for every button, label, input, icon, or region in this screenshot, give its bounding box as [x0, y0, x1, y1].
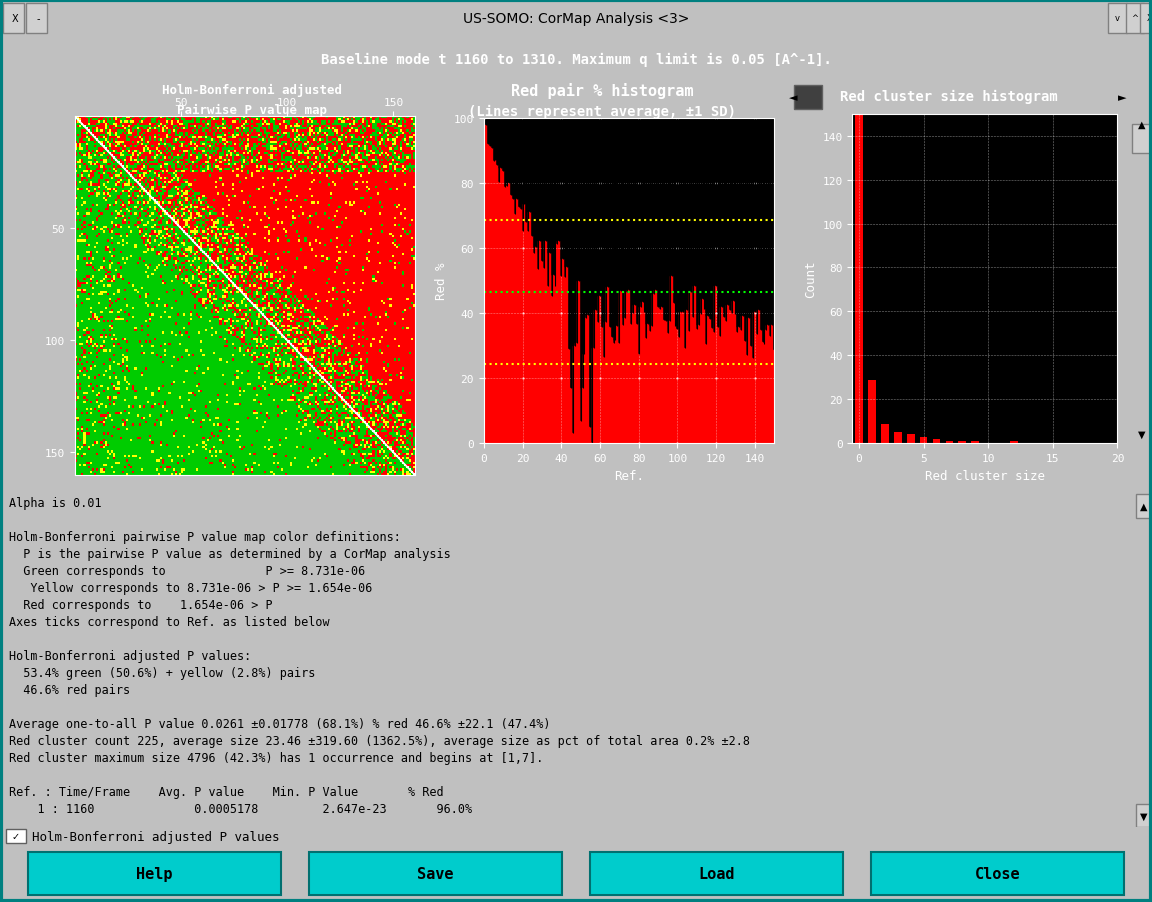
- Bar: [881, 424, 888, 444]
- Text: Help: Help: [136, 866, 173, 881]
- FancyBboxPatch shape: [1126, 4, 1144, 34]
- FancyBboxPatch shape: [3, 4, 24, 34]
- Text: X: X: [1147, 14, 1152, 23]
- Text: Close: Close: [975, 866, 1021, 881]
- FancyBboxPatch shape: [309, 852, 562, 895]
- FancyBboxPatch shape: [6, 829, 26, 843]
- FancyBboxPatch shape: [1108, 4, 1127, 34]
- Text: ◄: ◄: [789, 93, 797, 103]
- Bar: [867, 380, 876, 444]
- FancyBboxPatch shape: [1136, 804, 1151, 827]
- Text: Load: Load: [698, 866, 735, 881]
- Text: -: -: [36, 14, 40, 24]
- FancyBboxPatch shape: [590, 852, 843, 895]
- FancyBboxPatch shape: [26, 4, 47, 34]
- Bar: [1010, 442, 1018, 444]
- Bar: [958, 442, 967, 444]
- Bar: [855, 108, 863, 444]
- Text: Alpha is 0.01

Holm-Bonferroni pairwise P value map color definitions:
  P is th: Alpha is 0.01 Holm-Bonferroni pairwise P…: [9, 497, 750, 815]
- Text: Save: Save: [417, 866, 454, 881]
- Bar: [907, 435, 915, 444]
- Text: v: v: [1115, 14, 1120, 23]
- Text: ▲: ▲: [1139, 502, 1147, 511]
- Bar: [933, 439, 940, 444]
- FancyBboxPatch shape: [28, 852, 281, 895]
- Text: Holm-Bonferroni adjusted P values: Holm-Bonferroni adjusted P values: [32, 830, 279, 842]
- Bar: [971, 442, 979, 444]
- Bar: [946, 442, 954, 444]
- Text: ^: ^: [1131, 14, 1138, 23]
- Text: X: X: [12, 14, 18, 24]
- Text: ✓: ✓: [12, 831, 20, 842]
- Text: ▼: ▼: [1138, 428, 1145, 439]
- Bar: [919, 437, 927, 444]
- Text: US-SOMO: CorMap Analysis <3>: US-SOMO: CorMap Analysis <3>: [463, 12, 689, 26]
- Bar: [894, 433, 902, 444]
- Text: ►: ►: [1117, 93, 1126, 103]
- Text: (Lines represent average, ±1 SD): (Lines represent average, ±1 SD): [468, 105, 736, 118]
- X-axis label: Ref.: Ref.: [614, 469, 644, 482]
- FancyBboxPatch shape: [1132, 124, 1151, 154]
- FancyBboxPatch shape: [1136, 495, 1151, 519]
- FancyBboxPatch shape: [1140, 4, 1152, 34]
- X-axis label: Red cluster size: Red cluster size: [925, 469, 1045, 482]
- Y-axis label: Count: Count: [804, 261, 817, 298]
- FancyBboxPatch shape: [794, 86, 821, 110]
- FancyBboxPatch shape: [871, 852, 1124, 895]
- Text: Baseline mode t 1160 to 1310. Maximum q limit is 0.05 [A^-1].: Baseline mode t 1160 to 1310. Maximum q …: [320, 52, 832, 67]
- Y-axis label: Red %: Red %: [435, 262, 448, 300]
- Text: Holm-Bonferroni adjusted: Holm-Bonferroni adjusted: [162, 84, 342, 97]
- Text: ▼: ▼: [1139, 810, 1147, 821]
- Text: Red cluster size histogram: Red cluster size histogram: [840, 90, 1059, 104]
- Text: Pairwise P value map: Pairwise P value map: [177, 104, 327, 116]
- Text: ▲: ▲: [1138, 119, 1145, 130]
- Text: Red pair % histogram: Red pair % histogram: [510, 83, 694, 98]
